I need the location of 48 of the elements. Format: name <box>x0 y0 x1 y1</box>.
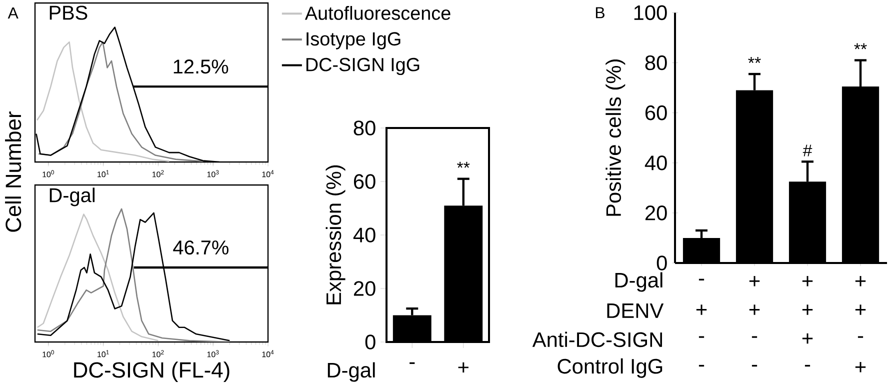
annotation: ** <box>457 162 470 168</box>
text: - <box>858 336 864 338</box>
text: - <box>698 278 704 280</box>
x-axis-title: DC-SIGN (FL-4) <box>74 362 230 382</box>
text: + <box>855 304 866 315</box>
legend-label: DC-SIGN IgG <box>306 58 420 76</box>
y-axis-title: Cell Number <box>5 112 22 232</box>
y-tick-label: 20 <box>354 281 376 296</box>
y-tick-label: 100 <box>634 5 667 20</box>
text: + <box>696 304 707 315</box>
text: - <box>698 364 704 367</box>
annotation: ** <box>854 43 867 50</box>
x-axis-title: D-gal <box>328 362 375 382</box>
text: - <box>698 336 704 338</box>
text: + <box>749 276 760 286</box>
annotation: # <box>802 144 812 156</box>
text: + <box>802 304 813 315</box>
y-tick-label: 80 <box>645 55 667 70</box>
y-axis-title: Expression (%) <box>326 165 346 304</box>
y-tick-label: 80 <box>354 120 376 136</box>
y-tick-label: 40 <box>644 155 667 170</box>
annotation: 12.5% <box>174 60 228 74</box>
chart-title: D-gal <box>50 188 95 206</box>
y-tick-label: 40 <box>353 228 376 242</box>
y-tick-label: 0 <box>365 334 376 350</box>
text: B <box>596 7 604 18</box>
y-tick-label: 20 <box>645 206 667 220</box>
y-axis-title: Positive cells (%) <box>606 60 626 216</box>
y-tick-label: 60 <box>354 174 376 189</box>
y-tick-label: 60 <box>645 105 667 120</box>
text: - <box>804 364 810 367</box>
text: - <box>752 364 758 367</box>
legend-label: Autofluorescence <box>304 6 450 20</box>
text: D-gal <box>615 272 662 292</box>
text: + <box>749 304 760 315</box>
annotation: ** <box>748 57 761 63</box>
annotation: 46.7% <box>173 240 228 255</box>
text: Anti-DC-SIGN <box>532 332 662 348</box>
legend-label: Isotype IgG <box>306 32 400 50</box>
text: + <box>802 333 813 344</box>
text: + <box>802 276 813 286</box>
text: Control IgG <box>558 358 662 378</box>
text: + <box>855 276 866 286</box>
text: - <box>752 336 758 338</box>
chart-title: PBS <box>50 6 88 20</box>
y-tick-label: 0 <box>656 256 667 270</box>
text: A <box>8 8 18 18</box>
text: DENV <box>607 304 664 318</box>
